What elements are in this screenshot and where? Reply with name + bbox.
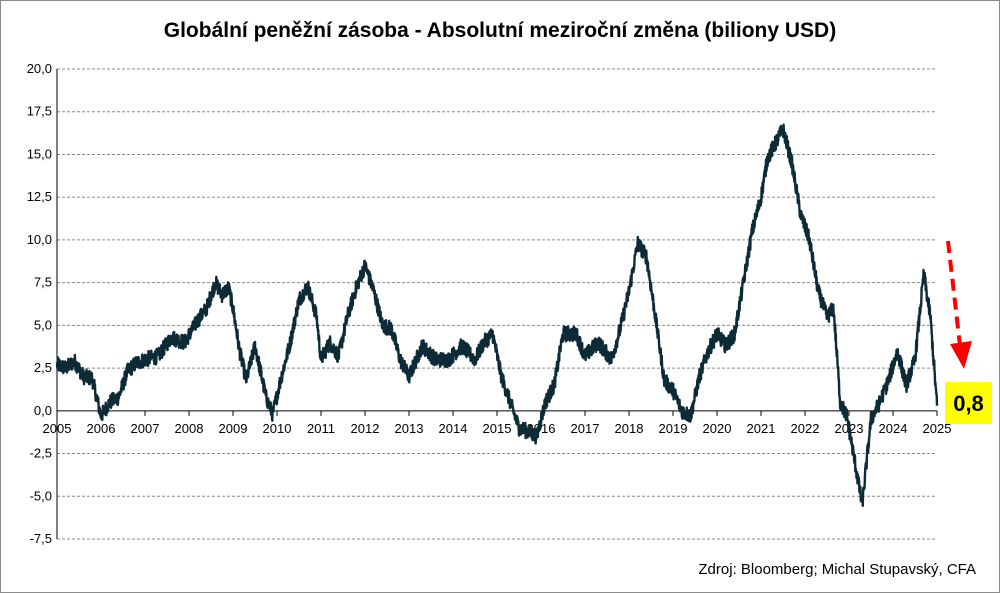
x-tick-label: 2024	[879, 421, 908, 436]
x-tick-label: 2018	[615, 421, 644, 436]
y-tick-label: 17,5	[27, 104, 52, 119]
x-tick-label: 2012	[351, 421, 380, 436]
x-tick-label: 2022	[791, 421, 820, 436]
chart-title: Globální peněžní zásoba - Absolutní mezi…	[164, 19, 836, 42]
y-tick-label: -2,5	[30, 446, 52, 461]
x-tick-label: 2013	[395, 421, 424, 436]
y-tick-label: -7,5	[30, 531, 52, 546]
x-tick-label: 2015	[483, 421, 512, 436]
dashed-down-arrow-shaft	[946, 240, 962, 347]
x-tick-label: 2017	[571, 421, 600, 436]
x-tick-label: 2006	[87, 421, 116, 436]
y-axis: 20,0 17,5 15,0 12,5 10,0 7,5 5,0 2,5 0,0 -2,5 -5,0…	[27, 61, 58, 546]
x-tick-label: 2010	[263, 421, 292, 436]
x-tick-label: 2019	[659, 421, 688, 436]
value-callout-label: 0,8	[953, 391, 984, 416]
annotation-layer: 0,8	[945, 240, 992, 424]
series-layer	[55, 123, 939, 507]
y-tick-label: 2,5	[34, 360, 52, 375]
value-callout-box	[945, 382, 992, 424]
x-tick-label: 2009	[219, 421, 248, 436]
x-tick-label: 2005	[43, 421, 72, 436]
y-tick-label: 10,0	[27, 232, 52, 247]
y-tick-label: 15,0	[27, 146, 52, 161]
x-tick-label: 2020	[703, 421, 732, 436]
source-note: Zdroj: Bloomberg; Michal Stupavský, CFA	[698, 561, 976, 578]
y-tick-label: 7,5	[34, 275, 52, 290]
y-tick-label: 20,0	[27, 61, 52, 76]
y-tick-label: -5,0	[30, 488, 52, 503]
x-tick-label: 2008	[175, 421, 204, 436]
x-tick-label: 2011	[307, 421, 335, 436]
x-tick-label: 2025	[923, 421, 952, 436]
x-tick-label: 2007	[131, 421, 160, 436]
x-axis: 2005 2006 2007 2008 2009 2010 2011 2012 2013 2014…	[43, 410, 952, 436]
x-tick-label: 2014	[439, 421, 468, 436]
down-arrow-icon	[950, 341, 972, 369]
y-tick-label: 12,5	[27, 189, 52, 204]
series-line	[55, 123, 939, 507]
x-tick-label: 2021	[747, 421, 776, 436]
y-tick-label: 5,0	[34, 317, 52, 332]
grid-layer	[57, 68, 937, 540]
y-tick-label: 0,0	[34, 403, 52, 418]
